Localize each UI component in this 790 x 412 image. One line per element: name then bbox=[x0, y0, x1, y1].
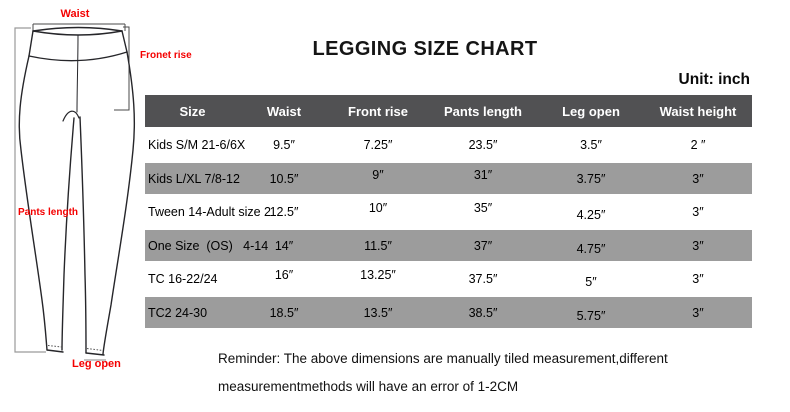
cell-waist-height: 3″ bbox=[692, 171, 704, 186]
pants-length-label: Pants length bbox=[18, 207, 79, 218]
header-cell-size: Size bbox=[179, 103, 206, 119]
cell-leg-open: 3.5″ bbox=[580, 138, 602, 152]
cell-size: TC2 24-30 bbox=[148, 305, 208, 320]
cell-waist-height: 3″ bbox=[692, 205, 704, 219]
header-cell-leg-open: Leg open bbox=[562, 103, 620, 119]
leg-open-label: Leg open bbox=[72, 358, 121, 370]
front-rise-label: Fronet rise bbox=[140, 50, 192, 61]
cell-size: One Size (OS) 4-14 bbox=[148, 238, 269, 253]
cell-front-rise: 9″ bbox=[372, 167, 384, 182]
cell-leg-open: 5.75″ bbox=[576, 308, 606, 323]
header-cell-front-rise: Front rise bbox=[348, 103, 408, 119]
cell-waist-height: 3″ bbox=[692, 272, 704, 286]
cell-waist: 10.5″ bbox=[269, 171, 299, 186]
cell-pants-length: 35″ bbox=[473, 201, 493, 215]
cell-size: Kids S/M 21-6/6X bbox=[148, 138, 246, 152]
table-row: Tween 14-Adult size 2 12.5″ 10″ 35″ 4.25… bbox=[145, 194, 752, 230]
cell-front-rise: 13.5″ bbox=[363, 305, 393, 320]
table-row: Kids S/M 21-6/6X 9.5″ 7.25″ 23.5″ 3.5″ 2… bbox=[145, 127, 752, 163]
header-cell-waist: Waist bbox=[266, 103, 302, 119]
table-row: Kids L/XL 7/8-12 10.5″ 9″ 31″ 3.75″ 3″ bbox=[145, 163, 752, 194]
size-table: Size Waist Front rise Pants length Leg o… bbox=[145, 95, 752, 328]
page-title: LEGGING SIZE CHART bbox=[312, 38, 538, 60]
cell-front-rise: 13.25″ bbox=[360, 268, 396, 282]
leggings-outline bbox=[18, 26, 136, 356]
cell-front-rise: 11.5″ bbox=[364, 238, 392, 253]
table-header-row: Size Waist Front rise Pants length Leg o… bbox=[145, 95, 752, 127]
cell-front-rise: 10″ bbox=[368, 201, 388, 215]
cell-waist: 14″ bbox=[274, 238, 294, 253]
cuff-stitches bbox=[47, 345, 104, 351]
cell-pants-length: 23.5″ bbox=[468, 138, 498, 152]
cell-leg-open: 5″ bbox=[585, 275, 597, 289]
cell-pants-length: 37.5″ bbox=[468, 272, 498, 286]
cell-pants-length: 37″ bbox=[473, 238, 493, 253]
cell-waist-height: 3″ bbox=[692, 238, 704, 253]
cell-leg-open: 4.75″ bbox=[576, 241, 606, 256]
cell-waist-height: 2 ″ bbox=[690, 138, 706, 152]
cell-front-rise: 7.25″ bbox=[363, 138, 393, 152]
table-row: One Size (OS) 4-14 14″ 11.5″ 37″ 4.75″ 3… bbox=[145, 230, 752, 261]
cell-leg-open: 3.75″ bbox=[576, 171, 606, 186]
reminder-line-2: measurementmethods will have an error of… bbox=[218, 379, 519, 394]
reminder-note: Reminder: The above dimensions are manua… bbox=[218, 345, 668, 401]
waist-label: Waist bbox=[60, 8, 90, 20]
table-row: TC 16-22/24 16″ 13.25″ 37.5″ 5″ 3″ bbox=[145, 261, 752, 297]
cell-pants-length: 38.5″ bbox=[468, 305, 498, 320]
cell-leg-open: 4.25″ bbox=[576, 208, 606, 222]
leggings-diagram bbox=[14, 23, 136, 361]
table-row: TC2 24-30 18.5″ 13.5″ 38.5″ 5.75″ 3″ bbox=[145, 297, 752, 328]
pants-length-line bbox=[14, 27, 46, 353]
header-cell-waist-height: Waist height bbox=[659, 103, 737, 119]
cell-size: TC 16-22/24 bbox=[148, 272, 218, 286]
header-cell-pants-length: Pants length bbox=[443, 103, 522, 119]
cell-waist: 16″ bbox=[274, 268, 294, 282]
cell-waist: 18.5″ bbox=[269, 305, 299, 320]
cell-waist-height: 3″ bbox=[692, 305, 704, 320]
cell-waist: 9.5″ bbox=[273, 138, 295, 152]
cell-size: Tween 14-Adult size 2 bbox=[148, 205, 271, 219]
front-rise-line bbox=[114, 26, 130, 111]
cell-size: Kids L/XL 7/8-12 bbox=[148, 171, 240, 186]
cell-waist: 12.5″ bbox=[269, 205, 299, 219]
unit-label: Unit: inch bbox=[678, 71, 750, 88]
cell-pants-length: 31″ bbox=[473, 167, 493, 182]
reminder-line-1: Reminder: The above dimensions are manua… bbox=[218, 351, 668, 366]
